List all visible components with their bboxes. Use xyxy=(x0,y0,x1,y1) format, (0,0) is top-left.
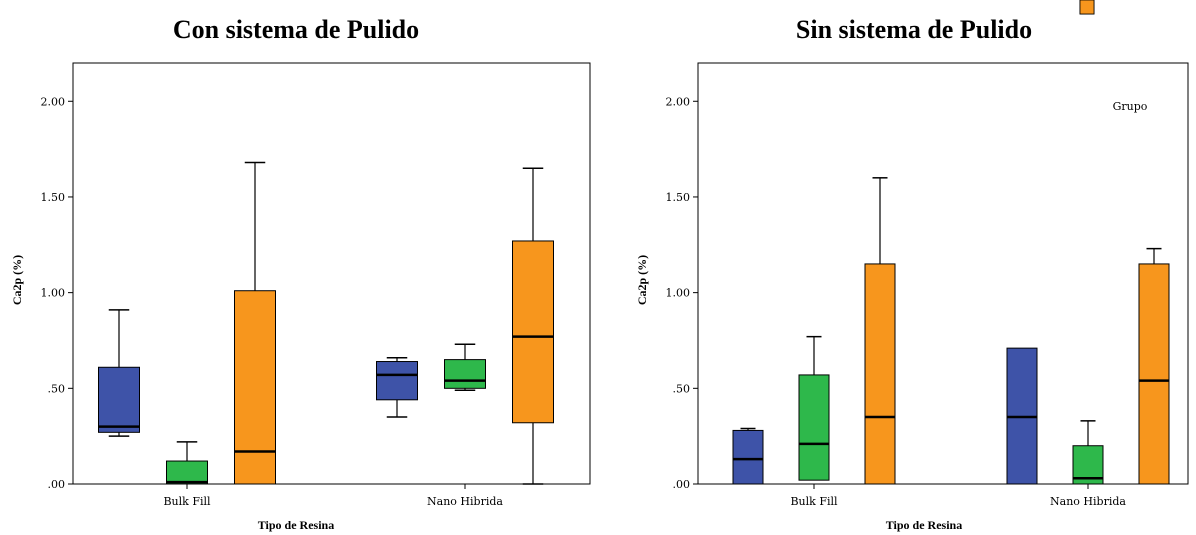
box-body xyxy=(376,361,418,401)
box-body xyxy=(512,240,554,424)
box-body xyxy=(444,359,486,389)
chart-con-pulido: Con sistema de Pulido Ca2p (%) Tipo de R… xyxy=(10,15,591,532)
x-axis-label: Tipo de Resina xyxy=(886,518,962,532)
box--cido-l-ctico-0 xyxy=(234,161,276,485)
y-tick-label: 2.00 xyxy=(41,95,66,108)
box-control-0 xyxy=(98,309,140,437)
box--cido-c-trico-0 xyxy=(166,441,208,485)
box-control-1 xyxy=(1006,347,1038,485)
legend-entry-label: Ácido cítrico xyxy=(1095,0,1167,3)
y-tick-label: 1.50 xyxy=(41,191,66,204)
box-body xyxy=(798,374,830,481)
y-tick-label: .50 xyxy=(673,382,691,395)
box-body xyxy=(864,263,896,485)
box-body xyxy=(98,366,140,433)
y-tick-label: 1.00 xyxy=(666,287,691,300)
y-axis-label: Ca2p (%) xyxy=(635,255,649,305)
chart-title: Sin sistema de Pulido xyxy=(796,15,1032,44)
box--cido-c-trico-1 xyxy=(444,343,486,391)
legend-swatch xyxy=(1079,0,1095,15)
chart-sin-pulido: Sin sistema de Pulido Ca2p (%) Tipo de R… xyxy=(635,0,1189,532)
x-tick-label: Bulk Fill xyxy=(163,495,211,508)
chart-title: Con sistema de Pulido xyxy=(173,15,419,44)
box-body xyxy=(732,429,764,485)
x-tick-label: Bulk Fill xyxy=(790,495,838,508)
x-axis-label: Tipo de Resina xyxy=(258,518,334,532)
legend: Grupo ControlÁcido cítricoÁcido Láctico xyxy=(1079,0,1172,113)
x-tick-label: Nano Hibrida xyxy=(1050,495,1126,508)
plot-area: .00 .50 1.00 1.50 2.00 Bulk Fill Nano Hibrida xyxy=(666,62,1189,508)
plot-frame xyxy=(697,62,1189,485)
box-body xyxy=(234,290,276,485)
legend-title: Grupo xyxy=(1113,100,1148,113)
legend-entry-label: Ácido Láctico xyxy=(1095,0,1172,3)
y-tick-label: 1.00 xyxy=(41,287,66,300)
box-body xyxy=(166,460,208,485)
plot-area: .00 .50 1.00 1.50 2.00 Bulk Fill Nano Hibrida xyxy=(41,62,591,508)
box--cido-c-trico-1 xyxy=(1072,420,1104,485)
box--cido-l-ctico-0 xyxy=(864,177,896,485)
box--cido-c-trico-0 xyxy=(798,335,830,481)
box-body xyxy=(1138,263,1170,485)
legend-entry-label: Control xyxy=(1096,0,1138,3)
box--cido-l-ctico-1 xyxy=(512,167,554,485)
y-tick-label: .00 xyxy=(673,478,691,491)
y-tick-label: .50 xyxy=(48,382,66,395)
x-tick-label: Nano Hibrida xyxy=(427,495,503,508)
plot-frame xyxy=(72,62,591,485)
y-tick-label: 1.50 xyxy=(666,191,691,204)
box-control-0 xyxy=(732,427,764,485)
y-axis-label: Ca2p (%) xyxy=(10,255,24,305)
box-control-1 xyxy=(376,356,418,418)
box--cido-l-ctico-1 xyxy=(1138,247,1170,485)
y-tick-label: 2.00 xyxy=(666,95,691,108)
y-tick-label: .00 xyxy=(48,478,66,491)
